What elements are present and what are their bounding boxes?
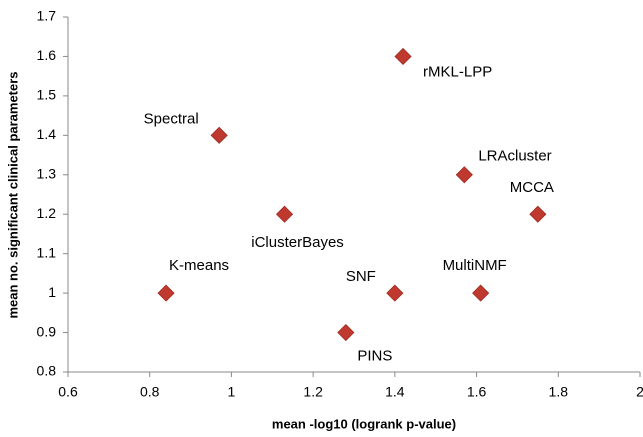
point-label: MultiNMF (443, 257, 507, 274)
point (210, 126, 228, 144)
point-label: K-means (169, 257, 229, 274)
y-tick-label: 1.3 (37, 165, 57, 181)
y-tick-label: 1.4 (37, 126, 57, 142)
y-tick-label: 1.2 (37, 205, 57, 221)
point-label: Spectral (144, 110, 199, 127)
x-tick-label: 0.6 (58, 384, 78, 400)
point (529, 205, 547, 223)
y-tick-label: 1 (48, 284, 56, 300)
point (337, 323, 355, 342)
x-tick-label: 1.4 (385, 384, 405, 400)
point (472, 284, 490, 302)
x-tick-label: 1.2 (303, 384, 323, 400)
y-tick-label: 1.5 (37, 87, 57, 103)
x-axis-title: mean -log10 (logrank p-value) (272, 416, 456, 431)
point-label: PINS (357, 348, 392, 365)
point (394, 47, 412, 66)
point (386, 284, 404, 302)
x-tick-label: 0.8 (140, 384, 160, 400)
y-tick-label: 0.8 (37, 363, 57, 379)
point (455, 166, 473, 184)
point-label: LRAcluster (478, 148, 551, 165)
y-axis-title: mean no. significant clinical parameters (5, 71, 20, 318)
y-tick-label: 1.6 (37, 47, 57, 63)
x-tick-label: 1.8 (549, 384, 569, 400)
point-label: MCCA (510, 179, 554, 196)
point-label: iClusterBayes (251, 234, 344, 251)
y-tick-label: 1.7 (37, 8, 57, 24)
y-tick-label: 1.1 (37, 244, 57, 260)
point-label: rMKL-LPP (423, 63, 492, 80)
x-tick-label: 1.6 (467, 384, 487, 400)
x-tick-label: 1 (228, 384, 236, 400)
point (275, 205, 294, 223)
point-label: SNF (346, 268, 376, 285)
point (157, 284, 175, 302)
x-tick-label: 2 (636, 384, 643, 400)
y-tick-label: 0.9 (37, 323, 57, 339)
